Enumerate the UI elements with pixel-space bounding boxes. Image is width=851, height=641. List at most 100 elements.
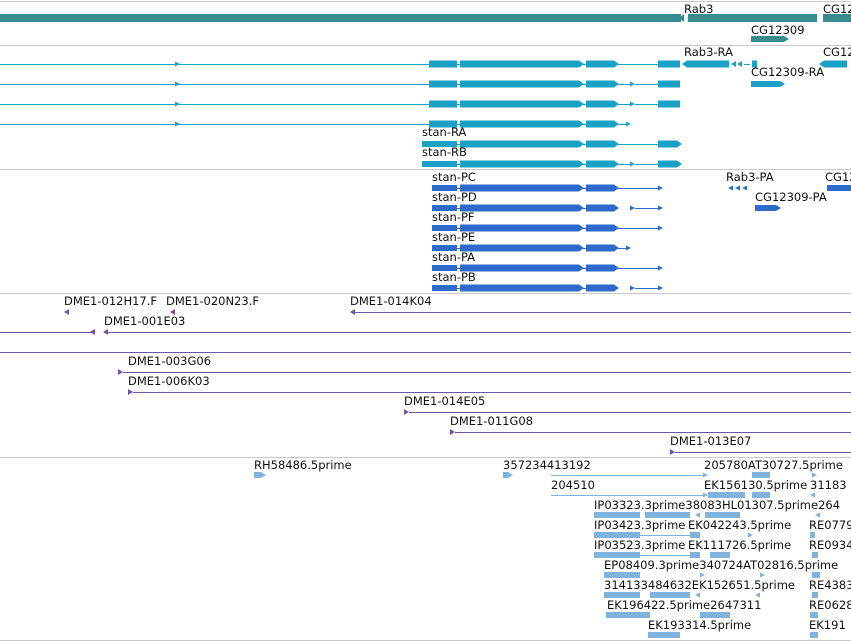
exon-block[interactable]	[606, 612, 650, 618]
est-label-re0934[interactable]: RE0934	[809, 538, 851, 552]
exon-block[interactable]	[752, 492, 770, 498]
clone-label-dme1-020n23[interactable]: DME1-020N23.F	[166, 294, 259, 308]
est-label-ek193314[interactable]: EK193314.5prime	[648, 618, 752, 632]
exon-block[interactable]	[460, 224, 579, 232]
clone-label-dme1-003g06[interactable]: DME1-003G06	[128, 354, 212, 368]
clone-label-dme1-012h17[interactable]: DME1-012H17.F	[64, 294, 158, 308]
exon-block[interactable]	[586, 224, 614, 232]
exon-block[interactable]	[658, 60, 680, 68]
est-label-rh58486[interactable]: RH58486.5prime	[254, 458, 352, 472]
protein-label-stan-pd[interactable]: stan-PD	[432, 190, 477, 204]
exon-block[interactable]	[658, 80, 680, 88]
exon-block[interactable]	[700, 612, 730, 618]
transcript-label-cg12[interactable]: CG12	[823, 45, 851, 59]
exon-block[interactable]	[460, 244, 579, 252]
clone-label-dme1-014e05[interactable]: DME1-014E05	[404, 394, 486, 408]
exon-block[interactable]	[658, 140, 677, 148]
exon-block[interactable]	[460, 204, 579, 212]
protein-label-stan-pf[interactable]: stan-PF	[432, 210, 475, 224]
est-label-ep08409[interactable]: EP08409.3prime340724AT02816.5prime	[604, 558, 839, 572]
gene-bar-stan[interactable]	[0, 14, 681, 22]
protein-cg12309-block[interactable]	[755, 205, 776, 211]
gene-bar-cg12309[interactable]	[751, 36, 784, 42]
exon-block[interactable]	[586, 140, 614, 148]
exon-block[interactable]	[432, 185, 457, 191]
exon-block[interactable]	[254, 472, 261, 478]
est-label-204510[interactable]: 204510	[551, 478, 595, 492]
exon-block[interactable]	[586, 244, 614, 252]
exon-block[interactable]	[751, 81, 780, 87]
clone-label-dme1-001e03[interactable]: DME1-001E03	[104, 314, 186, 328]
exon-block[interactable]	[650, 592, 690, 598]
exon-block[interactable]	[812, 592, 818, 598]
gene-label-cg12309[interactable]: CG12309	[751, 23, 805, 37]
exon-block[interactable]	[687, 60, 729, 68]
clone-label-dme1-006k03[interactable]: DME1-006K03	[128, 374, 210, 388]
transcript-label-rab3-ra[interactable]: Rab3-RA	[684, 45, 733, 59]
est-label-ek042243[interactable]: EK042243.5prime	[688, 518, 792, 532]
transcript-label-stan-rb[interactable]: stan-RB	[422, 145, 467, 159]
exon-block[interactable]	[460, 80, 579, 88]
exon-block[interactable]	[586, 264, 614, 272]
protein-label-stan-pc[interactable]: stan-PC	[432, 170, 476, 184]
est-label-re0628[interactable]: RE0628	[809, 598, 851, 612]
est-label-ek111726[interactable]: EK111726.5prime	[688, 538, 792, 552]
exon-block[interactable]	[460, 100, 579, 108]
protein-label-rab3-pa[interactable]: Rab3-PA	[726, 170, 774, 184]
exon-block[interactable]	[586, 100, 614, 108]
exon-block[interactable]	[690, 552, 700, 558]
exon-block[interactable]	[586, 80, 614, 88]
protein-label-cg12309-pa[interactable]: CG12309-PA	[755, 190, 827, 204]
clone-label-dme1-013e07[interactable]: DME1-013E07	[670, 434, 752, 448]
exon-block[interactable]	[422, 161, 457, 167]
exon-block[interactable]	[690, 532, 700, 538]
est-label-ek196422[interactable]: EK196422.5prime2647311	[607, 598, 762, 612]
exon-block[interactable]	[604, 572, 640, 578]
exon-block[interactable]	[429, 80, 457, 88]
protein-label-stan-pe[interactable]: stan-PE	[432, 230, 476, 244]
est-label-re4383[interactable]: RE4383	[809, 578, 851, 592]
transcript-label-stan-ra[interactable]: stan-RA	[422, 125, 467, 139]
est-label-ek191[interactable]: EK191	[809, 618, 846, 632]
exon-block[interactable]	[824, 60, 847, 68]
exon-block[interactable]	[432, 245, 457, 251]
exon-block[interactable]	[812, 552, 818, 558]
transcript-label-cg12309-ra[interactable]: CG12309-RA	[751, 65, 825, 79]
exon-block[interactable]	[810, 532, 815, 538]
gene-label-cg12[interactable]: CG12	[823, 2, 851, 16]
exon-block[interactable]	[752, 60, 757, 68]
exon-block[interactable]	[432, 225, 457, 231]
exon-block[interactable]	[658, 100, 680, 108]
exon-block[interactable]	[586, 160, 614, 168]
exon-block[interactable]	[648, 632, 680, 638]
est-label-357234413192[interactable]: 357234413192	[503, 458, 591, 472]
exon-block[interactable]	[586, 60, 614, 68]
protein-label-stan-pa[interactable]: stan-PA	[432, 250, 476, 264]
exon-block[interactable]	[710, 552, 730, 558]
exon-block[interactable]	[586, 120, 614, 128]
est-label-31183[interactable]: 31183	[810, 478, 847, 492]
exon-block[interactable]	[460, 284, 579, 292]
exon-block[interactable]	[812, 572, 820, 578]
exon-block[interactable]	[705, 512, 740, 518]
protein-label-cg12[interactable]: CG12	[825, 170, 851, 184]
exon-block[interactable]	[658, 160, 677, 168]
exon-block[interactable]	[460, 140, 579, 148]
gene-label-rab3[interactable]: Rab3	[684, 2, 714, 16]
exon-block[interactable]	[460, 160, 579, 168]
exon-block[interactable]	[594, 512, 640, 518]
exon-block[interactable]	[429, 100, 457, 108]
exon-block[interactable]	[645, 512, 690, 518]
clone-label-dme1-011g08[interactable]: DME1-011G08	[450, 414, 534, 428]
exon-block[interactable]	[708, 492, 745, 498]
protein-label-stan-pb[interactable]: stan-PB	[432, 270, 476, 284]
exon-block[interactable]	[429, 120, 457, 128]
exon-block[interactable]	[432, 285, 457, 291]
exon-block[interactable]	[460, 184, 579, 192]
exon-block[interactable]	[594, 532, 640, 538]
exon-block[interactable]	[432, 265, 457, 271]
exon-block[interactable]	[810, 632, 818, 638]
exon-block[interactable]	[752, 472, 770, 478]
est-label-ip03423[interactable]: IP03423.3prime	[594, 518, 686, 532]
est-label-ip03323[interactable]: IP03323.3prime38083HL01307.5prime264	[594, 498, 841, 512]
